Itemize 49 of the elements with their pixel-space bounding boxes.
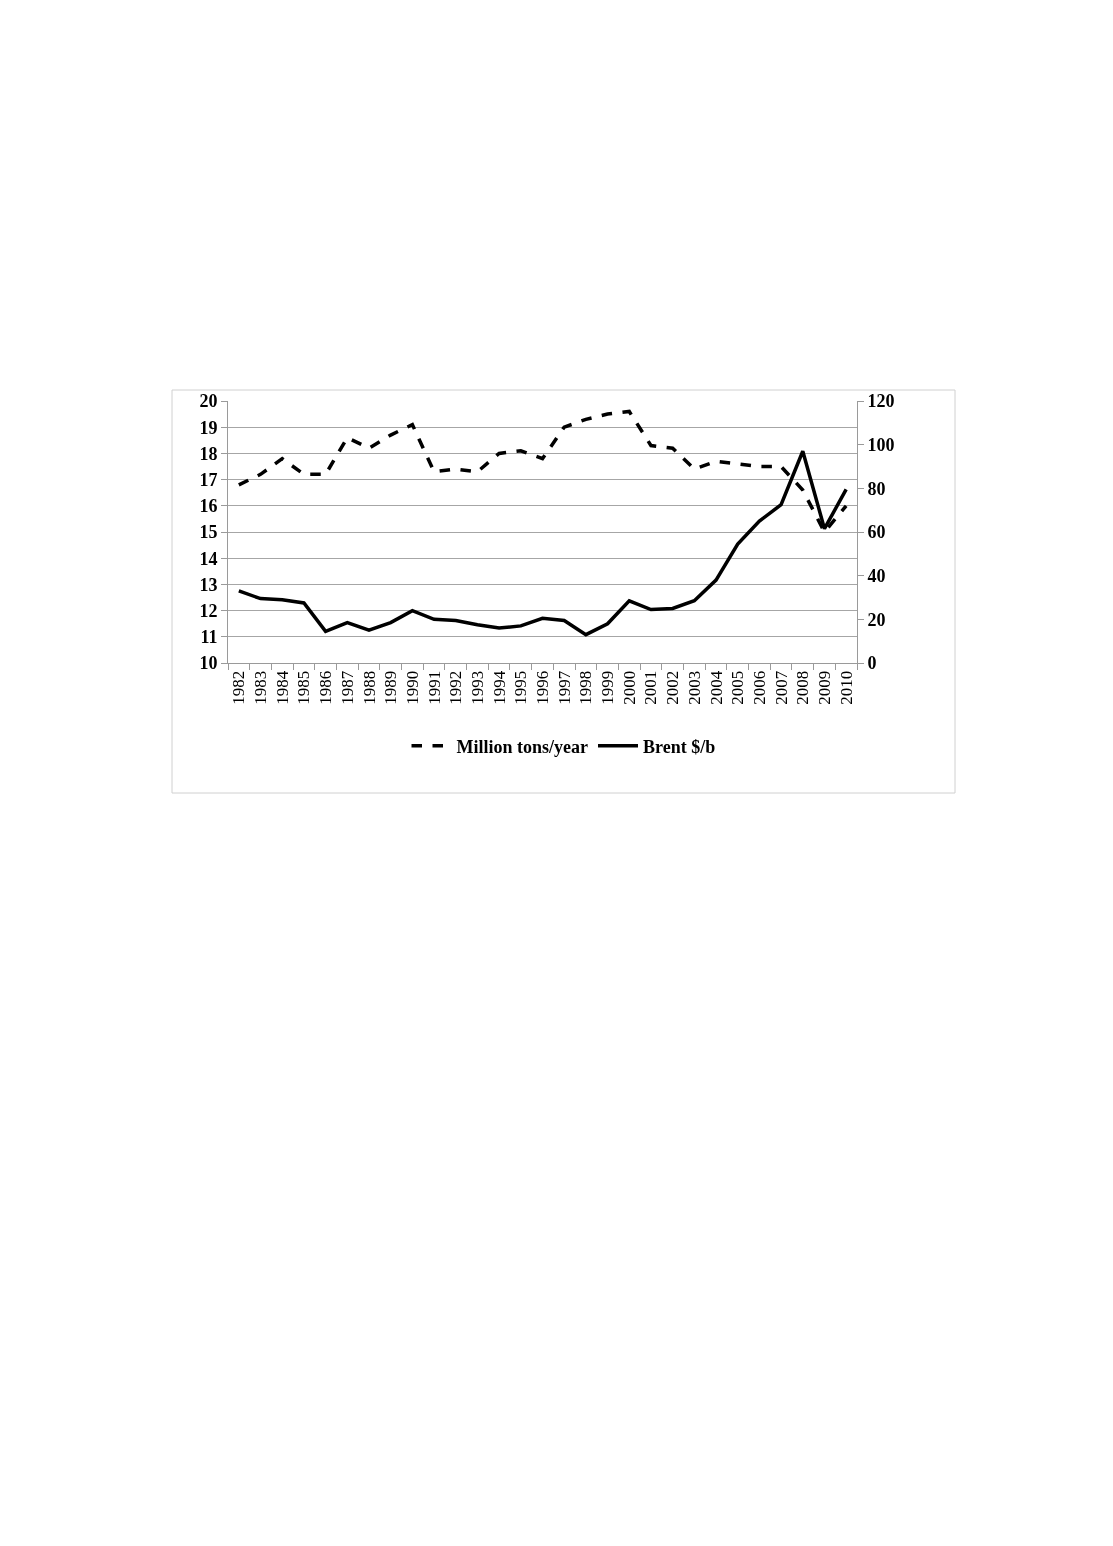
y2-tick-label: 40 (867, 565, 886, 586)
x-tick-label: 2004 (706, 670, 726, 705)
x-tick-label: 1989 (381, 670, 401, 705)
x-tick-label: 1991 (424, 670, 444, 705)
x-tick-label: 2005 (728, 670, 748, 705)
y-tick-label: 17 (199, 469, 218, 490)
x-tick-label: 2000 (619, 670, 639, 705)
x-tick-label: 1990 (402, 670, 422, 705)
x-tick-label: 2010 (836, 670, 856, 705)
y2-tick-label: 120 (867, 391, 895, 412)
x-tick-label: 1999 (598, 670, 618, 705)
x-tick-label: 1986 (316, 670, 336, 705)
x-tick-label: 2007 (771, 670, 791, 705)
y2-tick-label: 60 (867, 522, 886, 543)
x-tick-label: 1985 (294, 670, 314, 705)
x-tick-label: 1988 (359, 670, 379, 705)
x-tick-label: 2003 (684, 670, 704, 705)
y2-tick-label: 0 (867, 653, 877, 674)
x-tick-label: 2009 (814, 670, 834, 705)
x-tick-label: 1998 (576, 670, 596, 705)
legend-label: Brent $/b (643, 736, 716, 757)
y-tick-label: 10 (199, 653, 218, 674)
x-tick-label: 1993 (467, 670, 487, 705)
x-tick-label: 2001 (641, 670, 661, 705)
x-tick-label: 1997 (554, 670, 574, 705)
x-tick-label: 1987 (337, 670, 357, 705)
x-tick-label: 1983 (251, 670, 271, 705)
y-tick-label: 20 (199, 391, 218, 412)
y-tick-label: 15 (199, 522, 218, 543)
x-tick-label: 1996 (533, 670, 553, 705)
legend-label: Million tons/year (456, 736, 588, 757)
y-tick-label: 11 (200, 627, 218, 648)
y-tick-label: 14 (199, 548, 218, 569)
y-tick-label: 12 (199, 600, 218, 621)
x-tick-label: 1982 (229, 670, 249, 705)
x-tick-label: 2006 (749, 670, 769, 705)
y2-tick-label: 80 (867, 478, 886, 499)
x-tick-label: 1984 (272, 670, 292, 705)
y-tick-label: 19 (199, 417, 218, 438)
x-tick-label: 1995 (511, 670, 531, 705)
y2-tick-label: 20 (867, 609, 886, 630)
y-tick-label: 13 (199, 574, 218, 595)
y-tick-label: 16 (199, 496, 218, 517)
x-tick-label: 2008 (793, 670, 813, 705)
y2-tick-label: 100 (867, 434, 895, 455)
x-tick-label: 2002 (663, 670, 683, 705)
x-tick-label: 1994 (489, 670, 509, 705)
x-tick-label: 1992 (446, 670, 466, 705)
y-tick-label: 18 (199, 443, 218, 464)
